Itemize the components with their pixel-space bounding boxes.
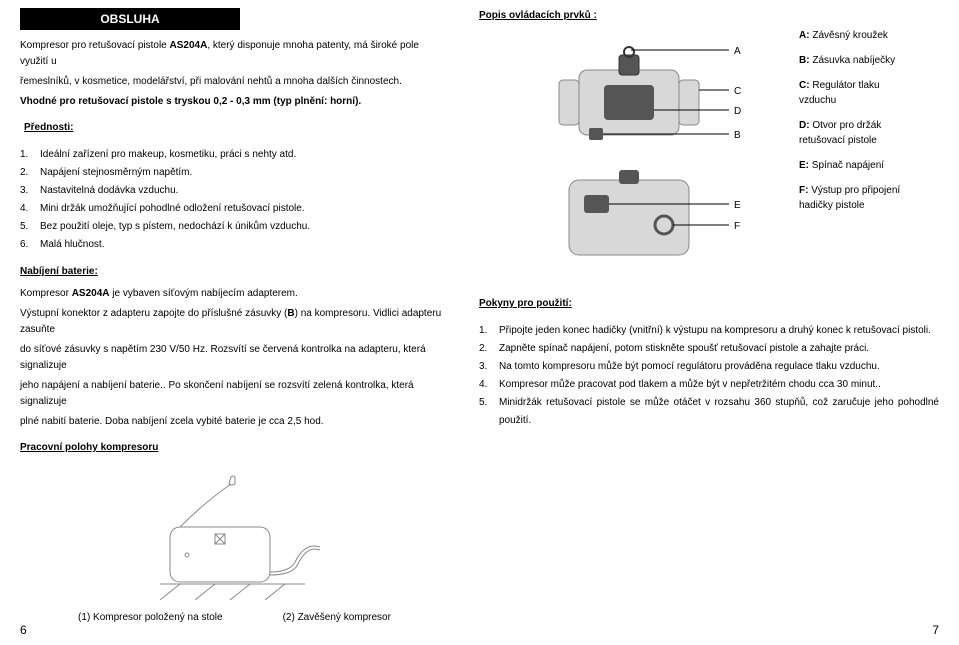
legend-item: A: Závěsný kroužek (799, 30, 939, 41)
intro-1a: Kompresor pro retušovací pistole (20, 40, 170, 51)
list-text: Zapněte spínač napájení, potom stiskněte… (499, 340, 869, 358)
right-column: Popis ovládacích prvků : A C (479, 8, 939, 637)
diagram-label-d: D (734, 106, 741, 117)
instructions-list: 1. Připojte jeden konec hadičky (vnitřní)… (479, 322, 939, 430)
advantages-heading: Přednosti: (24, 120, 449, 136)
charging-line-4: jeho napájení a nabíjení baterie.. Po sk… (20, 378, 449, 410)
diagram-label-f: F (734, 221, 740, 232)
list-text: Mini držák umožňující pohodlné odložení … (40, 200, 305, 218)
list-item: 2. Napájení stejnosměrným napětím. (20, 164, 449, 182)
legend-val: hadičky pistole (799, 200, 865, 211)
list-num: 5. (20, 218, 34, 236)
list-item: 1. Ideální zařízení pro makeup, kosmetiku… (20, 146, 449, 164)
list-num: 4. (479, 376, 493, 394)
legend-item: C: Regulátor tlaku (799, 80, 939, 91)
legend-val: retušovací pistole (799, 135, 877, 146)
diagram-label-e: E (734, 200, 741, 211)
list-text: Na tomto kompresoru může být pomocí regu… (499, 358, 880, 376)
intro-line-3: Vhodné pro retušovací pistole s tryskou … (20, 94, 449, 110)
diagram-row: A C D B E F (479, 30, 939, 290)
legend-key: D: (799, 120, 810, 131)
charging-2b: B (287, 308, 294, 319)
legend-val: Spínač napájení (809, 160, 884, 171)
positions-heading: Pracovní polohy kompresoru (20, 440, 449, 456)
legend-val: Výstup pro připojení (808, 185, 900, 196)
intro-1b: AS204A (170, 40, 208, 51)
instructions-heading: Pokyny pro použití: (479, 296, 939, 312)
legend-val: vzduchu (799, 95, 836, 106)
list-item: 5. Bez použití oleje, typ s pístem, nedoc… (20, 218, 449, 236)
charging-heading: Nabíjení baterie: (20, 264, 449, 280)
list-num: 6. (20, 236, 34, 254)
page-number-left: 6 (20, 623, 449, 637)
charging-1b: AS204A (72, 288, 110, 299)
charging-line-1: Kompresor AS204A je vybaven síťovým nabí… (20, 286, 449, 302)
list-text: Ideální zařízení pro makeup, kosmetiku, … (40, 146, 296, 164)
list-text: Minidržák retušovací pistole se může otá… (499, 394, 939, 430)
legend-val: Otvor pro držák (810, 120, 882, 131)
charging-line-3: do síťové zásuvky s napětím 230 V/50 Hz.… (20, 342, 449, 374)
list-text: Nastavitelná dodávka vzduchu. (40, 182, 178, 200)
charging-line-2: Výstupní konektor z adapteru zapojte do … (20, 306, 449, 338)
charging-1c: je vybaven síťovým nabíjecím adapterem. (110, 288, 298, 299)
advantages-list: 1. Ideální zařízení pro makeup, kosmetiku… (20, 146, 449, 254)
charging-line-5: plné nabití baterie. Doba nabíjení zcela… (20, 414, 449, 430)
legend-key: E: (799, 160, 809, 171)
legend-item: B: Zásuvka nabíječky (799, 55, 939, 66)
legend-item: retušovací pistole (799, 135, 939, 146)
legend-item: E: Spínač napájení (799, 160, 939, 171)
caption-2: (2) Zavěšený kompresor (283, 612, 391, 623)
controls-heading: Popis ovládacích prvků : (479, 8, 939, 24)
list-text: Připojte jeden konec hadičky (vnitřní) k… (499, 322, 931, 340)
diagram-label-a: A (734, 46, 741, 57)
caption-1: (1) Kompresor položený na stole (78, 612, 223, 623)
legend-item: D: Otvor pro držák (799, 120, 939, 131)
list-num: 3. (20, 182, 34, 200)
list-num: 4. (20, 200, 34, 218)
diagram-label-c: C (734, 86, 741, 97)
legend-val: Zásuvka nabíječky (810, 55, 896, 66)
list-item: 6. Malá hlučnost. (20, 236, 449, 254)
legend-item: F: Výstup pro připojení (799, 185, 939, 196)
list-item: 2. Zapněte spínač napájení, potom stiskně… (479, 340, 939, 358)
legend-item: vzduchu (799, 95, 939, 106)
list-item: 4. Kompresor může pracovat pod tlakem a m… (479, 376, 939, 394)
list-text: Kompresor může pracovat pod tlakem a můž… (499, 376, 881, 394)
legend-val: Regulátor tlaku (810, 80, 880, 91)
list-item: 3. Nastavitelná dodávka vzduchu. (20, 182, 449, 200)
list-num: 1. (479, 322, 493, 340)
legend-item: hadičky pistole (799, 200, 939, 211)
charging-1a: Kompresor (20, 288, 72, 299)
intro-line-1: Kompresor pro retušovací pistole AS204A,… (20, 38, 449, 70)
compressor-illustration (145, 472, 325, 602)
left-column: OBSLUHA Kompresor pro retušovací pistole… (20, 8, 449, 637)
intro-line-2: řemeslníků, v kosmetice, modelářství, př… (20, 74, 449, 90)
list-num: 2. (479, 340, 493, 358)
list-item: 3. Na tomto kompresoru může být pomocí re… (479, 358, 939, 376)
list-text: Malá hlučnost. (40, 236, 104, 254)
list-text: Bez použití oleje, typ s pístem, nedochá… (40, 218, 310, 236)
legend-key: C: (799, 80, 810, 91)
section-title: OBSLUHA (20, 8, 240, 30)
list-num: 5. (479, 394, 493, 430)
page-number-right: 7 (479, 623, 939, 637)
charging-2a: Výstupní konektor z adapteru zapojte do … (20, 308, 287, 319)
legend: A: Závěsný kroužek B: Zásuvka nabíječky … (799, 30, 939, 211)
list-num: 3. (479, 358, 493, 376)
legend-key: B: (799, 55, 810, 66)
diagram-container: A C D B E F (479, 30, 779, 290)
diagram-label-b: B (734, 130, 741, 141)
list-text: Napájení stejnosměrným napětím. (40, 164, 192, 182)
controls-diagram: A C D B E F (479, 30, 779, 290)
list-item: 1. Připojte jeden konec hadičky (vnitřní)… (479, 322, 939, 340)
caption-row: (1) Kompresor položený na stole (2) Zavě… (20, 612, 449, 623)
list-item: 4. Mini držák umožňující pohodlné odložen… (20, 200, 449, 218)
legend-val: Závěsný kroužek (810, 30, 888, 41)
list-item: 5.Minidržák retušovací pistole se může o… (479, 394, 939, 430)
legend-key: A: (799, 30, 810, 41)
list-num: 2. (20, 164, 34, 182)
list-num: 1. (20, 146, 34, 164)
